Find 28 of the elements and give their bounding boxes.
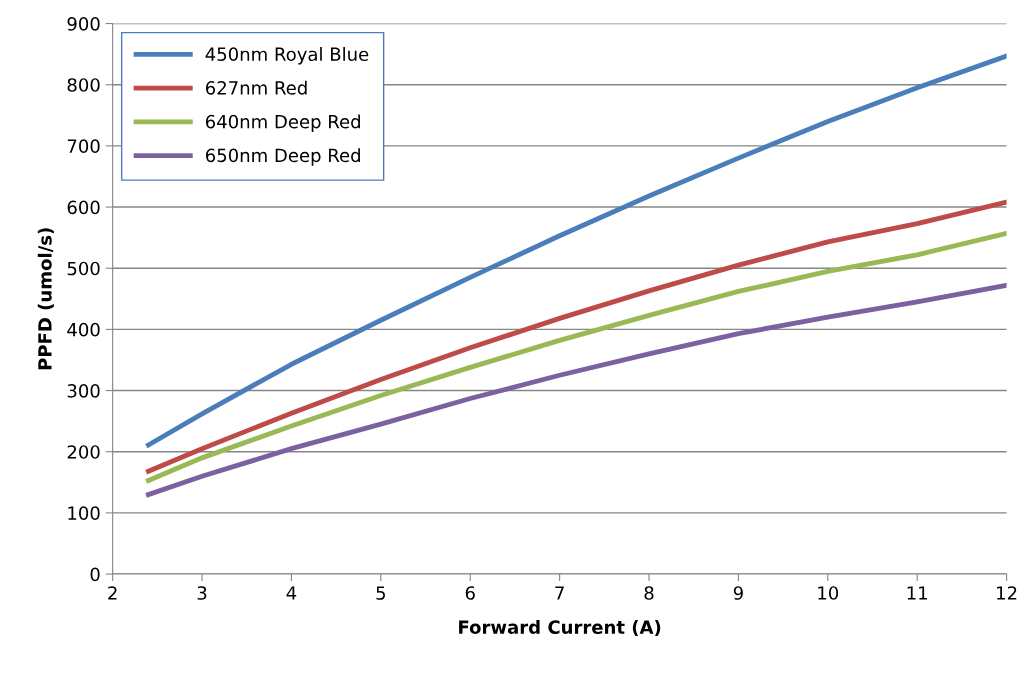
x-tick-label: 9 [733,586,743,600]
y-tick-label: 400 [67,322,100,337]
y-tick-label: 700 [67,139,100,154]
y-tick-label: 200 [67,445,100,459]
y-tick-label: 800 [67,78,100,92]
y-tick-label: 100 [68,506,100,521]
y-tick-label: 0 [90,567,100,582]
x-tick-label: 7 [555,586,564,600]
x-tick-label: 2 [108,586,117,600]
legend-label: 640nm Deep Red [205,114,360,132]
x-tick-label: 4 [286,586,297,600]
x-tick-label: 12 [997,586,1017,600]
x-tick-label: 5 [376,586,385,600]
x-axis-title: Forward Current (A) [459,620,661,637]
x-tick-label: 6 [465,586,475,600]
y-tick-label: 300 [67,384,100,398]
y-tick-label: 900 [67,17,100,31]
x-tick-label: 3 [197,586,207,600]
y-tick-label: 600 [67,200,100,215]
y-tick-label: 500 [67,261,100,276]
x-tick-label: 11 [907,586,928,600]
legend-label: 450nm Royal Blue [205,47,369,65]
x-tick-label: 8 [644,586,654,600]
legend-label: 627nm Red [205,80,307,95]
y-axis-title: PPFD (umol/s) [37,228,54,370]
legend-label: 650nm Deep Red [205,148,360,166]
line-series [145,282,1007,497]
x-tick-label: 10 [818,586,839,600]
